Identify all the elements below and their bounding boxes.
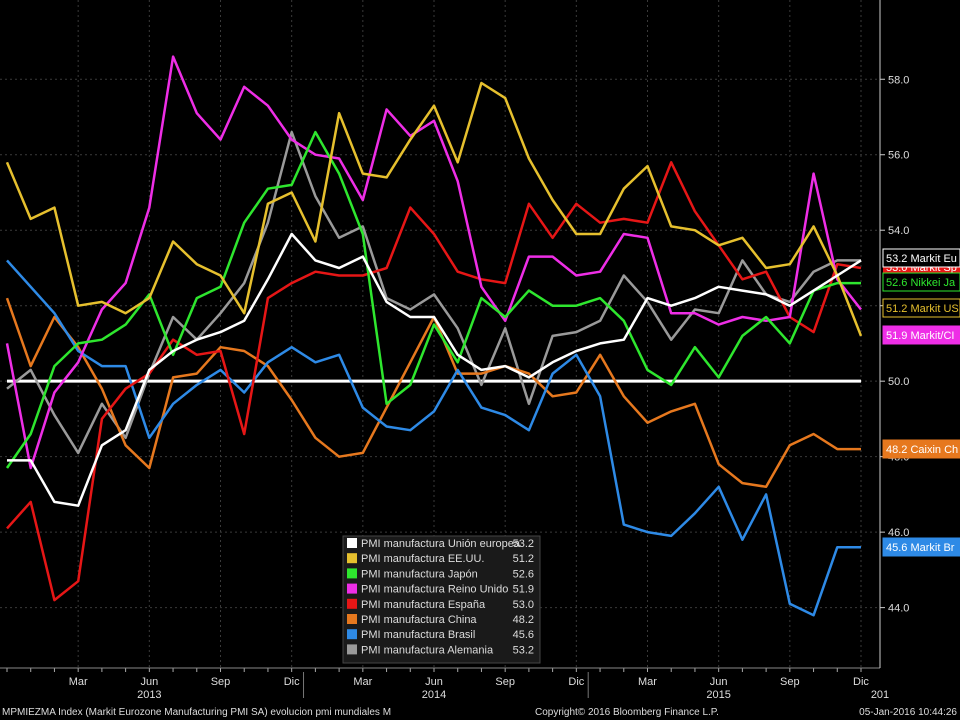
legend-series-value: 53.2 <box>513 644 534 656</box>
legend-series-value: 51.9 <box>513 584 534 596</box>
legend-swatch <box>347 614 357 624</box>
legend-series-value: 53.0 <box>513 599 534 611</box>
footer-timestamp: 05-Jan-2016 10:44:26 <box>859 707 957 718</box>
series-line <box>7 232 862 507</box>
tag-box <box>882 298 960 318</box>
x-tick-label: Mar <box>69 676 88 688</box>
legend-series-name: PMI manufactura Unión europea <box>361 538 521 550</box>
legend-series-name: PMI manufactura EE.UU. <box>361 553 485 565</box>
tag-fill <box>883 440 960 458</box>
y-tick-label: 56.0 <box>888 150 909 162</box>
x-tick-label: Sep <box>211 676 231 688</box>
x-tick-label: Dic <box>853 676 869 688</box>
legend-swatch <box>347 538 357 548</box>
legend-series-value: 52.6 <box>513 568 534 580</box>
legend-swatch <box>347 583 357 594</box>
legend-swatch <box>347 553 357 564</box>
tag-fill <box>883 538 960 556</box>
legend-series-name: PMI manufactura Alemania <box>361 644 494 656</box>
x-tick-label: Mar <box>638 676 657 688</box>
legend-swatch <box>347 629 357 640</box>
tag-fill <box>883 326 960 344</box>
tag-box <box>882 248 960 268</box>
y-tick-label: 46.0 <box>888 527 909 539</box>
legend-series-name: PMI manufactura Brasil <box>361 629 475 641</box>
x-tick-label: Sep <box>780 676 800 688</box>
tag-label: 51.2 Markit US <box>886 303 959 315</box>
legend-box <box>342 535 541 664</box>
year-label: 2013 <box>137 689 161 701</box>
legend-swatch <box>347 568 357 579</box>
legend-swatch <box>347 644 357 655</box>
x-tick-label: Jun <box>425 676 443 688</box>
footer-copyright: Copyright© 2016 Bloomberg Finance L.P. <box>535 707 719 718</box>
chart-axes: 44.046.048.050.052.054.056.058.0MarJunSe… <box>0 0 909 701</box>
tag-label: 51.9 Markit/CI <box>886 330 954 342</box>
footer-ticker-description: MPMIEZMA Index (Markit Eurozone Manufact… <box>2 707 391 718</box>
series-lines <box>5 55 863 617</box>
chart-footer: MPMIEZMA Index (Markit Eurozone Manufact… <box>2 707 957 718</box>
y-tick-label: 54.0 <box>888 225 909 237</box>
y-tick-label: 44.0 <box>888 603 909 615</box>
tag-label: 53.2 Markit Eu <box>886 253 957 265</box>
series-line <box>6 259 861 617</box>
legend-swatch <box>347 598 357 609</box>
year-label: 2014 <box>422 689 446 701</box>
legend-series-name: PMI manufactura Japón <box>361 568 478 580</box>
x-tick-label: Dic <box>568 676 584 688</box>
y-tick-label: 50.0 <box>888 376 909 388</box>
series-line <box>5 130 861 469</box>
tag-label: 52.6 Nikkei Ja <box>886 277 956 289</box>
tag-box <box>882 272 960 292</box>
year-label: 201 <box>871 689 889 701</box>
legend-series-name: PMI manufactura España <box>361 599 486 611</box>
series-line <box>5 55 862 470</box>
legend-series-value: 45.6 <box>513 629 534 641</box>
series-line <box>5 81 863 337</box>
x-tick-label: Dic <box>284 676 300 688</box>
x-tick-label: Sep <box>495 676 515 688</box>
y-tick-label: 58.0 <box>888 74 909 86</box>
legend-series-name: PMI manufactura China <box>361 614 477 626</box>
legend-series-value: 48.2 <box>513 614 534 626</box>
x-tick-label: Jun <box>710 676 728 688</box>
x-tick-label: Mar <box>353 676 372 688</box>
legend-series-value: 53.2 <box>513 538 534 550</box>
year-label: 2015 <box>706 689 730 701</box>
legend-series-name: PMI manufactura Reino Unido <box>361 584 508 596</box>
tag-label: 45.6 Markit Br <box>886 542 955 554</box>
tag-label: 48.2 Caixin Ch <box>886 444 958 456</box>
legend-series-value: 51.2 <box>513 553 534 565</box>
x-tick-label: Jun <box>140 676 158 688</box>
